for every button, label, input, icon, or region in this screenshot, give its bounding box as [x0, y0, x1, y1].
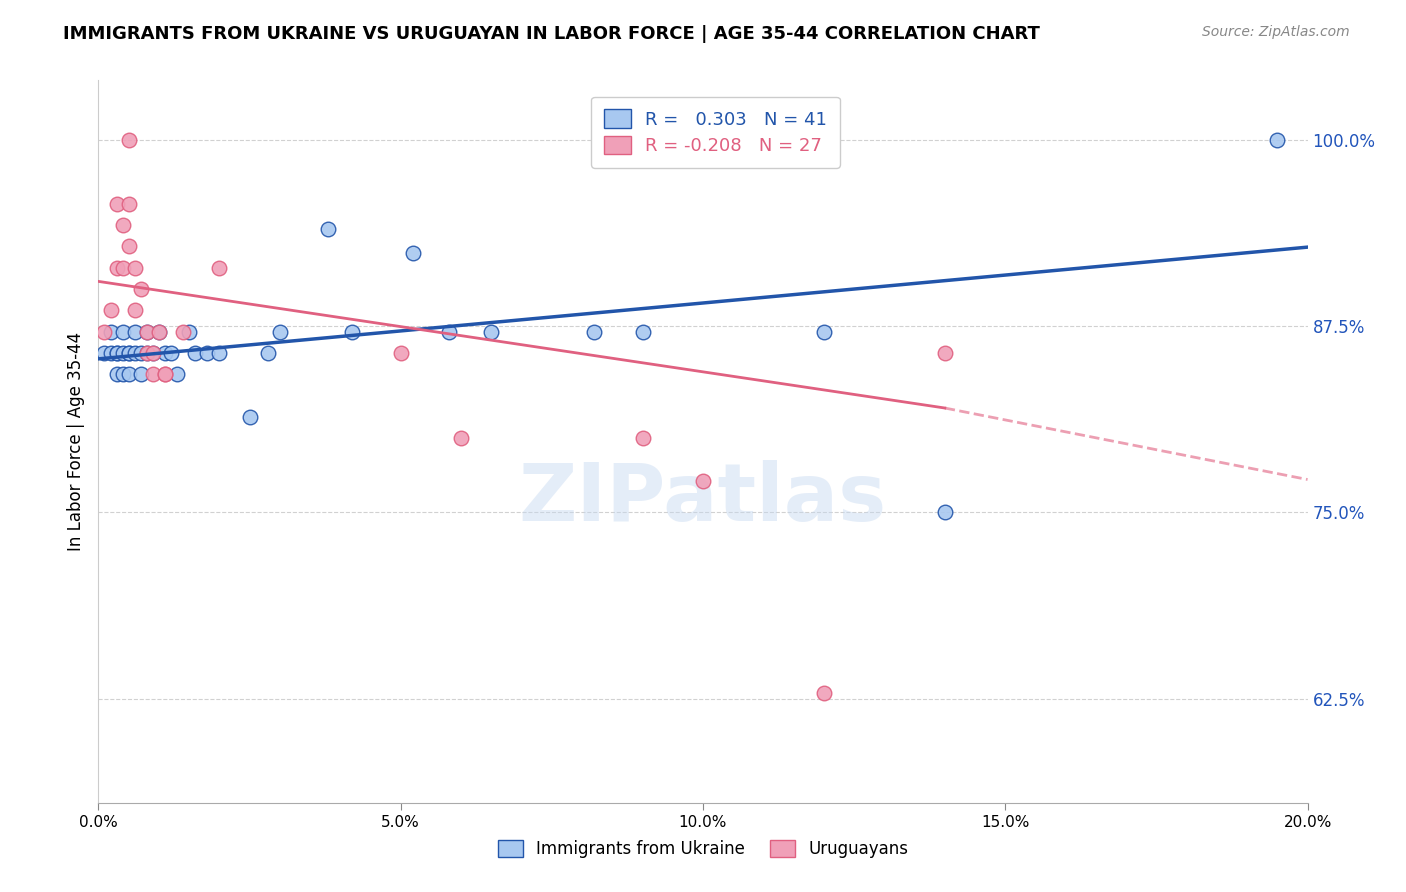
Point [100, 325, 122, 339]
Point [692, 474, 714, 488]
Point [692, 133, 714, 147]
Point [142, 367, 165, 381]
Text: Source: ZipAtlas.com: Source: ZipAtlas.com [1202, 25, 1350, 39]
Point [184, 346, 207, 360]
Point [437, 325, 460, 339]
Y-axis label: In Labor Force | Age 35-44: In Labor Force | Age 35-44 [66, 332, 84, 551]
Point [111, 367, 134, 381]
Point [100, 302, 122, 317]
Point [208, 260, 231, 275]
Point [118, 346, 141, 360]
Point [105, 346, 128, 360]
Text: IMMIGRANTS FROM UKRAINE VS URUGUAYAN IN LABOR FORCE | AGE 35-44 CORRELATION CHAR: IMMIGRANTS FROM UKRAINE VS URUGUAYAN IN … [63, 25, 1040, 43]
Point [118, 346, 141, 360]
Point [269, 325, 291, 339]
Point [129, 367, 152, 381]
Point [111, 325, 134, 339]
Point [118, 197, 141, 211]
Point [813, 685, 835, 699]
Point [129, 282, 152, 296]
Point [153, 367, 176, 381]
Point [111, 260, 134, 275]
Point [389, 346, 412, 360]
Point [256, 346, 278, 360]
Point [153, 346, 176, 360]
Point [631, 325, 654, 339]
Point [208, 346, 231, 360]
Point [342, 325, 364, 339]
Point [118, 133, 141, 147]
Point [93, 325, 115, 339]
Point [153, 367, 176, 381]
Point [135, 325, 157, 339]
Point [316, 222, 339, 236]
Point [934, 505, 956, 519]
Point [142, 346, 165, 360]
Point [111, 346, 134, 360]
Point [239, 409, 262, 424]
Point [148, 325, 170, 339]
Point [402, 246, 425, 260]
Text: ZIPatlas: ZIPatlas [519, 460, 887, 539]
Point [111, 218, 134, 232]
Point [124, 302, 146, 317]
Point [195, 346, 218, 360]
Point [813, 325, 835, 339]
Point [172, 325, 194, 339]
Point [160, 346, 183, 360]
Point [105, 260, 128, 275]
Point [105, 346, 128, 360]
Point [450, 431, 472, 445]
Point [124, 346, 146, 360]
Point [166, 367, 188, 381]
Point [93, 346, 115, 360]
Point [1267, 133, 1289, 147]
Point [135, 325, 157, 339]
Point [129, 346, 152, 360]
Point [105, 197, 128, 211]
Point [105, 367, 128, 381]
Point [118, 367, 141, 381]
Point [124, 325, 146, 339]
Point [934, 346, 956, 360]
Point [583, 325, 606, 339]
Point [142, 346, 165, 360]
Point [135, 346, 157, 360]
Point [124, 260, 146, 275]
Point [118, 238, 141, 252]
Point [481, 325, 503, 339]
Legend: Immigrants from Ukraine, Uruguayans: Immigrants from Ukraine, Uruguayans [489, 832, 917, 867]
Point [148, 325, 170, 339]
Point [100, 346, 122, 360]
Point [135, 346, 157, 360]
Point [631, 431, 654, 445]
Point [179, 325, 201, 339]
